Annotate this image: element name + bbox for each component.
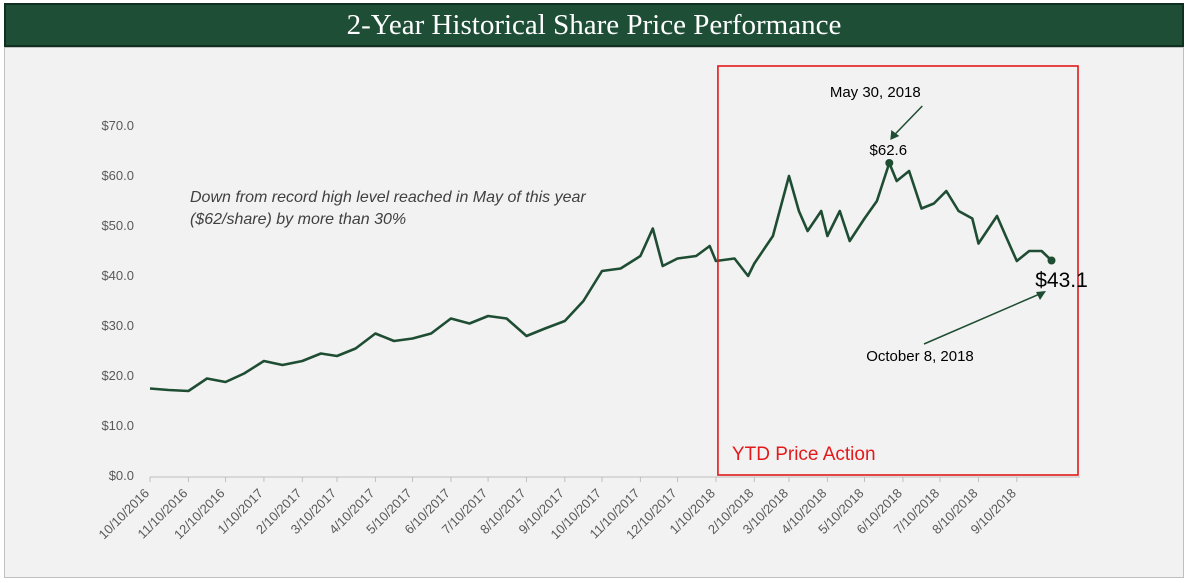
chart-title: 2-Year Historical Share Price Performanc… (346, 8, 842, 41)
title-banner: 2-Year Historical Share Price Performanc… (4, 3, 1184, 47)
ytd-highlight-box (717, 65, 1079, 476)
y-tick-label: $40.0 (101, 268, 134, 283)
y-tick-label: $50.0 (101, 218, 134, 233)
peak-arrow-line (892, 105, 923, 137)
y-tick-label: $70.0 (101, 118, 134, 133)
peak-arrow-head (890, 130, 900, 140)
ytd-label: YTD Price Action (732, 444, 876, 465)
y-tick-label: $60.0 (101, 168, 134, 183)
y-tick-label: $30.0 (101, 318, 134, 333)
note-text: Down from record high level reached in M… (190, 189, 586, 206)
peak-date-label: May 30, 2018 (830, 84, 921, 101)
last-arrow-head (1036, 291, 1046, 300)
y-tick-label: $20.0 (101, 368, 134, 383)
peak-marker (885, 159, 894, 167)
y-tick-label: $0.0 (109, 468, 134, 483)
last-price-marker (1047, 256, 1056, 265)
plot-area (4, 47, 1184, 578)
last-arrow-line (923, 292, 1043, 345)
y-tick-label: $10.0 (101, 418, 134, 433)
price-series-line (149, 161, 1053, 393)
last-date-label: October 8, 2018 (866, 348, 974, 365)
last-price-label: $43.1 (1035, 269, 1088, 292)
peak-value-label: $62.6 (870, 142, 908, 159)
note-text: ($62/share) by more than 30% (190, 211, 406, 228)
